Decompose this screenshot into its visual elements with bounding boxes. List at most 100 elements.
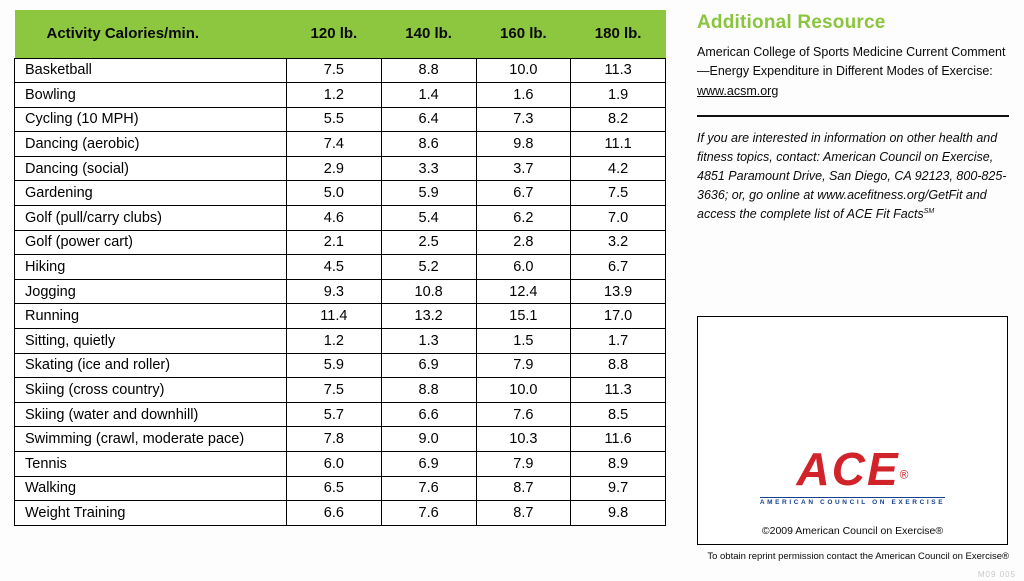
- activity-cell: Golf (pull/carry clubs): [14, 205, 287, 231]
- calories-cell: 15.1: [475, 303, 572, 330]
- ace-logo-subtitle: AMERICAN COUNCIL ON EXERCISE: [759, 497, 946, 506]
- calories-cell: 9.8: [570, 500, 666, 526]
- calories-cell: 6.9: [380, 451, 477, 477]
- calories-cell: 8.9: [570, 451, 666, 477]
- table-row: Dancing (aerobic) 7.4 8.6 9.8 11.1: [14, 131, 666, 157]
- calories-cell: 7.6: [380, 475, 477, 502]
- calories-cell: 3.3: [380, 155, 477, 182]
- divider: [697, 115, 1009, 118]
- calories-cell: 7.6: [380, 500, 477, 526]
- calories-cell: 5.4: [380, 205, 477, 231]
- calories-cell: 7.9: [475, 352, 572, 379]
- table-row: Hiking 4.5 5.2 6.0 6.7: [14, 254, 666, 280]
- calories-cell: 2.9: [286, 155, 382, 182]
- calories-cell: 7.0: [570, 205, 666, 231]
- acsm-link[interactable]: www.acsm.org: [697, 83, 779, 98]
- calories-cell: 1.5: [475, 328, 572, 354]
- calories-cell: 10.3: [475, 426, 572, 452]
- calories-cell: 1.4: [380, 82, 477, 108]
- calories-cell: 10.0: [475, 377, 572, 403]
- table-row: Bowling 1.2 1.4 1.6 1.9: [14, 82, 666, 108]
- table-row: Weight Training 6.6 7.6 8.7 9.8: [14, 500, 666, 526]
- document-code: M09 005: [977, 570, 1016, 579]
- registered-mark-icon: ®: [899, 467, 909, 482]
- calories-cell: 8.8: [380, 57, 477, 84]
- activity-cell: Running: [14, 303, 287, 330]
- calories-cell: 4.5: [286, 254, 382, 280]
- calories-cell: 7.6: [475, 401, 572, 428]
- activity-cell: Swimming (crawl, moderate pace): [14, 426, 287, 452]
- calories-cell: 8.8: [570, 352, 666, 379]
- calories-cell: 2.5: [380, 229, 477, 256]
- ace-logo-box: ACE® AMERICAN COUNCIL ON EXERCISE ©2009 …: [697, 316, 1008, 545]
- calories-table: Activity Calories/min. 120 lb. 140 lb. 160 …: [14, 10, 666, 526]
- header-weight: 120 lb.: [286, 10, 382, 58]
- calories-cell: 9.7: [570, 475, 666, 502]
- calories-cell: 4.6: [286, 205, 382, 231]
- activity-cell: Basketball: [14, 57, 287, 84]
- table-row: Jogging 9.3 10.8 12.4 13.9: [14, 278, 666, 305]
- activity-cell: Gardening: [14, 180, 287, 207]
- activity-cell: Dancing (social): [14, 155, 287, 182]
- table-row: Gardening 5.0 5.9 6.7 7.5: [14, 180, 666, 207]
- copyright-text: ©2009 American Council on Exercise®: [761, 525, 944, 537]
- header-weight: 180 lb.: [570, 10, 666, 58]
- header-activity: Activity Calories/min.: [14, 10, 287, 58]
- activity-cell: Dancing (aerobic): [14, 131, 287, 157]
- header-weight: 160 lb.: [476, 10, 571, 58]
- calories-cell: 5.9: [380, 180, 477, 207]
- table-body: Basketball 7.5 8.8 10.0 11.3 Bowling 1.2 1.4 1.6…: [14, 57, 666, 526]
- calories-cell: 11.3: [570, 57, 666, 84]
- activity-cell: Skiing (water and downhill): [14, 401, 287, 428]
- calories-cell: 10.0: [475, 57, 572, 84]
- calories-cell: 1.2: [286, 82, 382, 108]
- table-row: Dancing (social) 2.9 3.3 3.7 4.2: [14, 155, 666, 182]
- calories-cell: 8.2: [570, 106, 666, 133]
- calories-cell: 1.7: [570, 328, 666, 354]
- activity-cell: Golf (power cart): [14, 229, 287, 256]
- calories-cell: 13.2: [380, 303, 477, 330]
- service-mark: SM: [923, 207, 935, 215]
- table-row: Cycling (10 MPH) 5.5 6.4 7.3 8.2: [14, 106, 666, 133]
- calories-cell: 12.4: [475, 278, 572, 305]
- calories-cell: 7.3: [475, 106, 572, 133]
- calories-cell: 8.6: [380, 131, 477, 157]
- calories-cell: 6.7: [570, 254, 666, 280]
- calories-cell: 11.1: [570, 131, 666, 157]
- activity-cell: Jogging: [14, 278, 287, 305]
- calories-cell: 10.8: [380, 278, 477, 305]
- calories-cell: 1.6: [475, 82, 572, 108]
- ace-logo-word: ACE: [796, 443, 900, 495]
- calories-cell: 6.6: [380, 401, 477, 428]
- activity-cell: Tennis: [14, 451, 287, 477]
- calories-cell: 7.4: [286, 131, 382, 157]
- table-row: Swimming (crawl, moderate pace) 7.8 9.0 10.…: [14, 426, 666, 452]
- calories-cell: 8.8: [380, 377, 477, 403]
- table-row: Basketball 7.5 8.8 10.0 11.3: [14, 57, 666, 84]
- calories-cell: 8.7: [475, 475, 572, 502]
- calories-cell: 1.3: [380, 328, 477, 354]
- activity-cell: Hiking: [14, 254, 287, 280]
- sidebar: Additional Resource American College of …: [697, 12, 1009, 224]
- ace-info-paragraph: If you are interested in information on …: [697, 129, 1009, 224]
- calories-cell: 5.2: [380, 254, 477, 280]
- calories-cell: 6.6: [286, 500, 382, 526]
- calories-cell: 1.9: [570, 82, 666, 108]
- calories-cell: 11.3: [570, 377, 666, 403]
- calories-cell: 5.5: [286, 106, 382, 133]
- calories-cell: 4.2: [570, 155, 666, 182]
- resource-text: American College of Sports Medicine Curr…: [697, 45, 1006, 79]
- table-row: Golf (pull/carry clubs) 4.6 5.4 6.2 7.0: [14, 205, 666, 231]
- calories-cell: 7.9: [475, 451, 572, 477]
- calories-cell: 8.5: [570, 401, 666, 428]
- activity-cell: Skiing (cross country): [14, 377, 287, 403]
- calories-cell: 6.2: [475, 205, 572, 231]
- calories-cell: 7.5: [286, 377, 382, 403]
- table-header-row: Activity Calories/min. 120 lb. 140 lb. 160 …: [14, 10, 666, 58]
- activity-cell: Cycling (10 MPH): [14, 106, 287, 133]
- resource-paragraph: American College of Sports Medicine Curr…: [697, 43, 1009, 101]
- calories-cell: 13.9: [570, 278, 666, 305]
- calories-cell: 6.9: [380, 352, 477, 379]
- activity-cell: Bowling: [14, 82, 287, 108]
